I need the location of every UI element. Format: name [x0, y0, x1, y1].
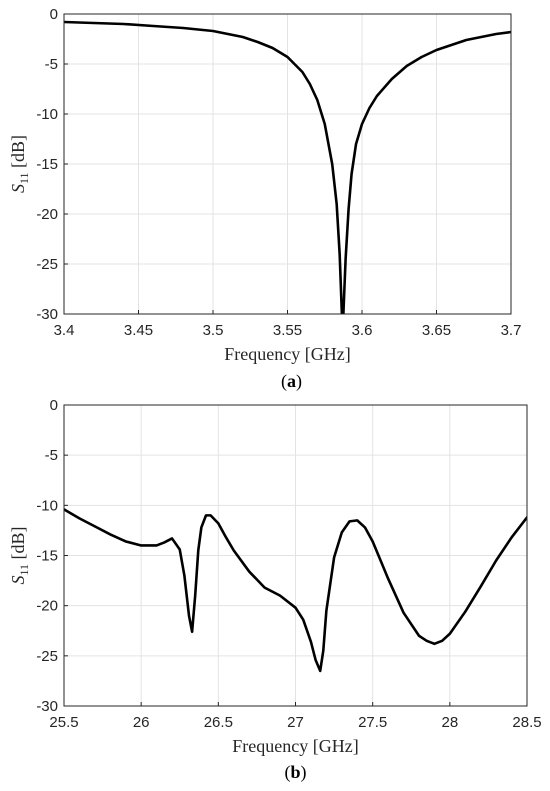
y-tick-label: -30	[36, 698, 58, 715]
y-tick-label: -20	[36, 598, 58, 615]
x-tick-label: 28.5	[512, 714, 541, 731]
x-tick-label: 27	[287, 714, 304, 731]
y-label-subscript: 11	[17, 564, 31, 576]
x-tick-label: 3.55	[273, 322, 302, 339]
panel-label-letter: a	[287, 371, 296, 391]
x-axis-label: Frequency [GHz]	[232, 736, 358, 756]
panel-label-close-paren: )	[301, 762, 307, 783]
y-label-unit: [dB]	[8, 526, 28, 564]
y-label-subscript: 11	[17, 172, 31, 184]
y-tick-label: 0	[50, 6, 58, 23]
y-tick-label: -5	[45, 447, 58, 464]
panel-label-close-paren: )	[296, 371, 302, 392]
y-tick-label: -15	[36, 548, 58, 565]
y-tick-label: -5	[45, 56, 58, 73]
y-tick-label: -10	[36, 497, 58, 514]
y-label-symbol: S	[8, 184, 28, 193]
x-tick-label: 3.5	[203, 322, 224, 339]
y-tick-label: -20	[36, 206, 58, 223]
y-tick-label: -30	[36, 306, 58, 323]
y-label-symbol: S	[8, 576, 28, 585]
y-tick-label: -10	[36, 106, 58, 123]
x-tick-label: 28	[441, 714, 458, 731]
x-tick-label: 3.45	[124, 322, 153, 339]
y-label-unit: [dB]	[8, 135, 28, 173]
x-tick-label: 27.5	[358, 714, 387, 731]
x-tick-label: 26	[133, 714, 150, 731]
x-axis-label: Frequency [GHz]	[224, 344, 350, 364]
x-tick-label: 3.4	[54, 322, 75, 339]
panel-label-open-paren: (	[284, 762, 290, 783]
y-tick-label: 0	[50, 397, 58, 414]
x-tick-label: 3.6	[352, 322, 373, 339]
y-tick-label: -25	[36, 256, 58, 273]
chart-b: 25.5 26 26.5 27 27.5 28 28.5 0 -5 -10 -15 -20 -25 -30…	[8, 397, 542, 783]
y-tick-label: -25	[36, 648, 58, 665]
x-tick-label: 3.65	[422, 322, 451, 339]
s11-curve	[64, 508, 527, 673]
y-axis-label: S11 [dB]	[8, 526, 31, 584]
panel-label: (b)	[284, 762, 306, 783]
x-tick-label: 26.5	[204, 714, 233, 731]
panel-label: (a)	[281, 371, 302, 392]
y-tick-label: -15	[36, 156, 58, 173]
s11-curve	[64, 20, 511, 314]
y-axis-label: S11 [dB]	[8, 135, 31, 193]
x-tick-label: 3.7	[501, 322, 522, 339]
chart-a: 3.4 3.45 3.5 3.55 3.6 3.65 3.7 0 -5 -10 -15 -20 -25 -…	[8, 6, 521, 392]
x-tick-label: 25.5	[49, 714, 78, 731]
panel-label-open-paren: (	[281, 371, 287, 392]
panel-label-letter: b	[290, 762, 300, 782]
